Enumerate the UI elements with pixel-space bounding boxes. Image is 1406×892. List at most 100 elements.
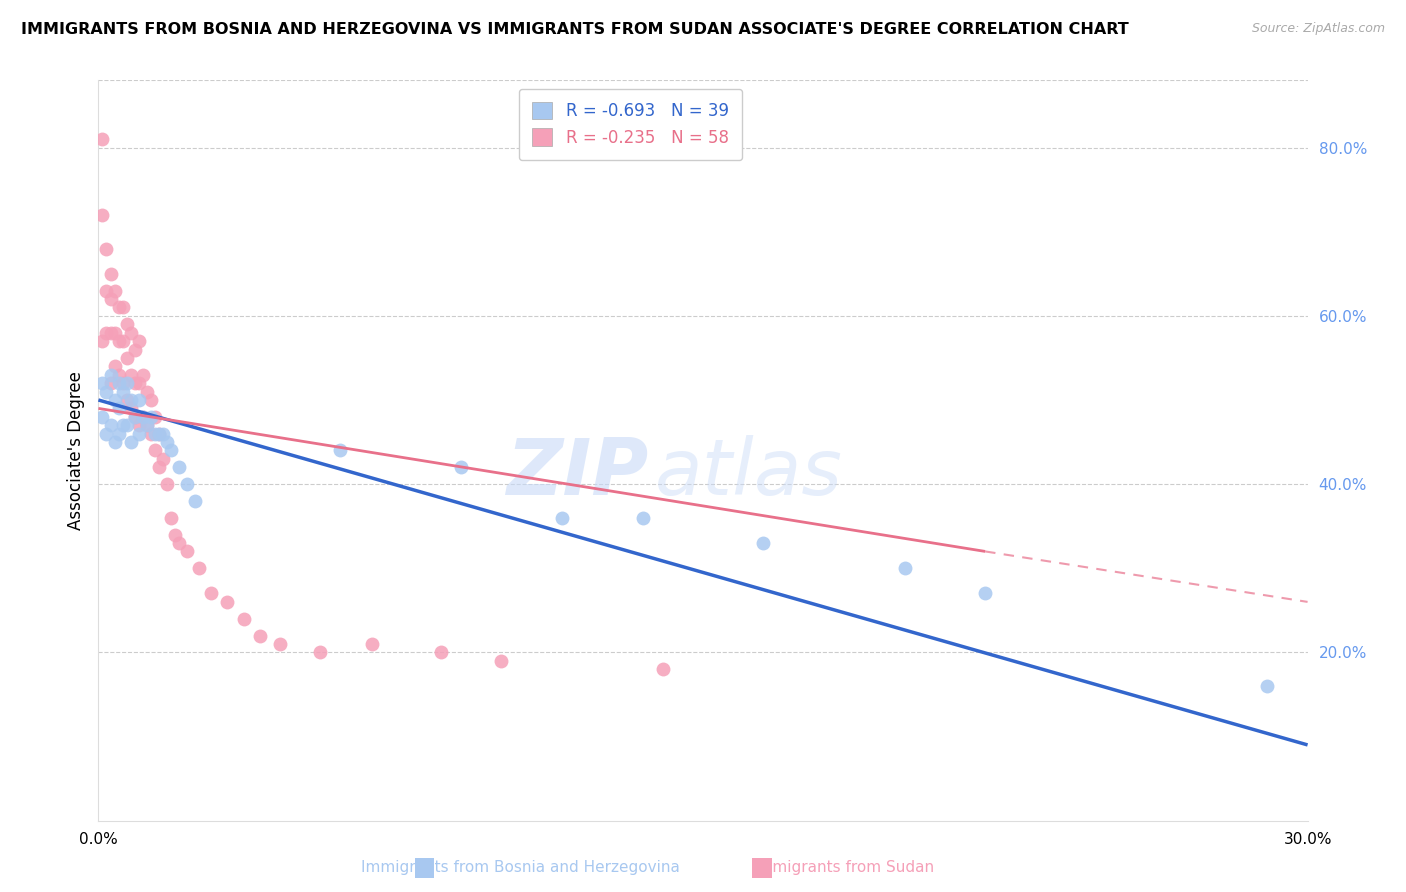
Point (103, 392, 125, 407)
Point (115, 351, 138, 365)
Point (100, 326, 122, 340)
Point (232, 612, 254, 626)
Point (893, 561, 915, 575)
Point (91, 376, 114, 391)
Point (450, 460, 472, 475)
Point (107, 426, 129, 441)
Point (128, 418, 150, 433)
Point (163, 527, 186, 541)
Point (148, 426, 170, 441)
Point (111, 376, 134, 391)
Point (160, 510, 183, 524)
Point (188, 561, 211, 575)
Point (269, 637, 291, 651)
Point (100, 418, 122, 433)
Point (974, 586, 997, 600)
Point (651, 662, 673, 676)
Point (176, 477, 198, 491)
Point (132, 368, 155, 382)
Point (103, 435, 125, 450)
Point (184, 494, 207, 508)
Point (139, 392, 162, 407)
Point (120, 401, 142, 416)
Point (132, 409, 155, 424)
Point (249, 628, 271, 642)
Point (124, 376, 146, 391)
Point (200, 586, 222, 600)
Point (120, 392, 142, 407)
Point (120, 368, 142, 382)
Point (96, 426, 118, 441)
Point (91, 132, 114, 146)
Point (111, 301, 134, 315)
Point (128, 426, 150, 441)
Point (217, 595, 239, 609)
Point (135, 384, 157, 399)
Point (100, 368, 122, 382)
Point (96, 284, 118, 298)
Point (100, 376, 122, 391)
Point (135, 418, 157, 433)
Point (152, 426, 174, 441)
Point (124, 343, 146, 357)
Point (103, 359, 125, 374)
Point (107, 334, 129, 348)
Point (91, 208, 114, 222)
Point (128, 376, 150, 391)
Point (115, 318, 138, 332)
Point (107, 368, 129, 382)
Point (551, 510, 574, 524)
Point (160, 443, 183, 458)
Point (329, 443, 352, 458)
Point (103, 326, 125, 340)
Point (96, 242, 118, 256)
Point (143, 443, 166, 458)
Legend: R = -0.693   N = 39, R = -0.235   N = 58: R = -0.693 N = 39, R = -0.235 N = 58 (519, 88, 742, 160)
Point (111, 384, 134, 399)
Point (135, 418, 157, 433)
Point (111, 418, 134, 433)
Y-axis label: Associate's Degree: Associate's Degree (66, 371, 84, 530)
Text: Immigrants from Sudan: Immigrants from Sudan (754, 860, 934, 874)
Point (107, 301, 129, 315)
Point (361, 637, 384, 651)
Point (115, 376, 138, 391)
Point (107, 401, 129, 416)
Point (100, 292, 122, 306)
Point (156, 477, 179, 491)
Point (107, 376, 129, 391)
Point (631, 510, 654, 524)
Point (167, 460, 190, 475)
Text: ZIP: ZIP (506, 434, 648, 511)
Point (143, 409, 166, 424)
Point (1256, 679, 1278, 693)
Point (120, 326, 142, 340)
Point (156, 435, 179, 450)
Point (128, 334, 150, 348)
Point (176, 544, 198, 558)
Point (91, 334, 114, 348)
Point (100, 267, 122, 281)
Text: IMMIGRANTS FROM BOSNIA AND HERZEGOVINA VS IMMIGRANTS FROM SUDAN ASSOCIATE'S DEGR: IMMIGRANTS FROM BOSNIA AND HERZEGOVINA V… (21, 22, 1129, 37)
Point (111, 334, 134, 348)
Point (103, 284, 125, 298)
Point (115, 418, 138, 433)
Point (124, 409, 146, 424)
Text: Immigrants from Bosnia and Herzegovina: Immigrants from Bosnia and Herzegovina (361, 860, 679, 874)
Point (491, 654, 513, 668)
Point (152, 451, 174, 466)
Text: atlas: atlas (655, 434, 842, 511)
Point (120, 435, 142, 450)
Text: Source: ZipAtlas.com: Source: ZipAtlas.com (1251, 22, 1385, 36)
Point (752, 536, 775, 550)
Point (148, 460, 170, 475)
Point (143, 426, 166, 441)
Point (124, 409, 146, 424)
Point (96, 326, 118, 340)
Point (167, 536, 190, 550)
Point (139, 409, 162, 424)
Point (128, 392, 150, 407)
Point (91, 409, 114, 424)
Point (139, 426, 162, 441)
Point (132, 409, 155, 424)
